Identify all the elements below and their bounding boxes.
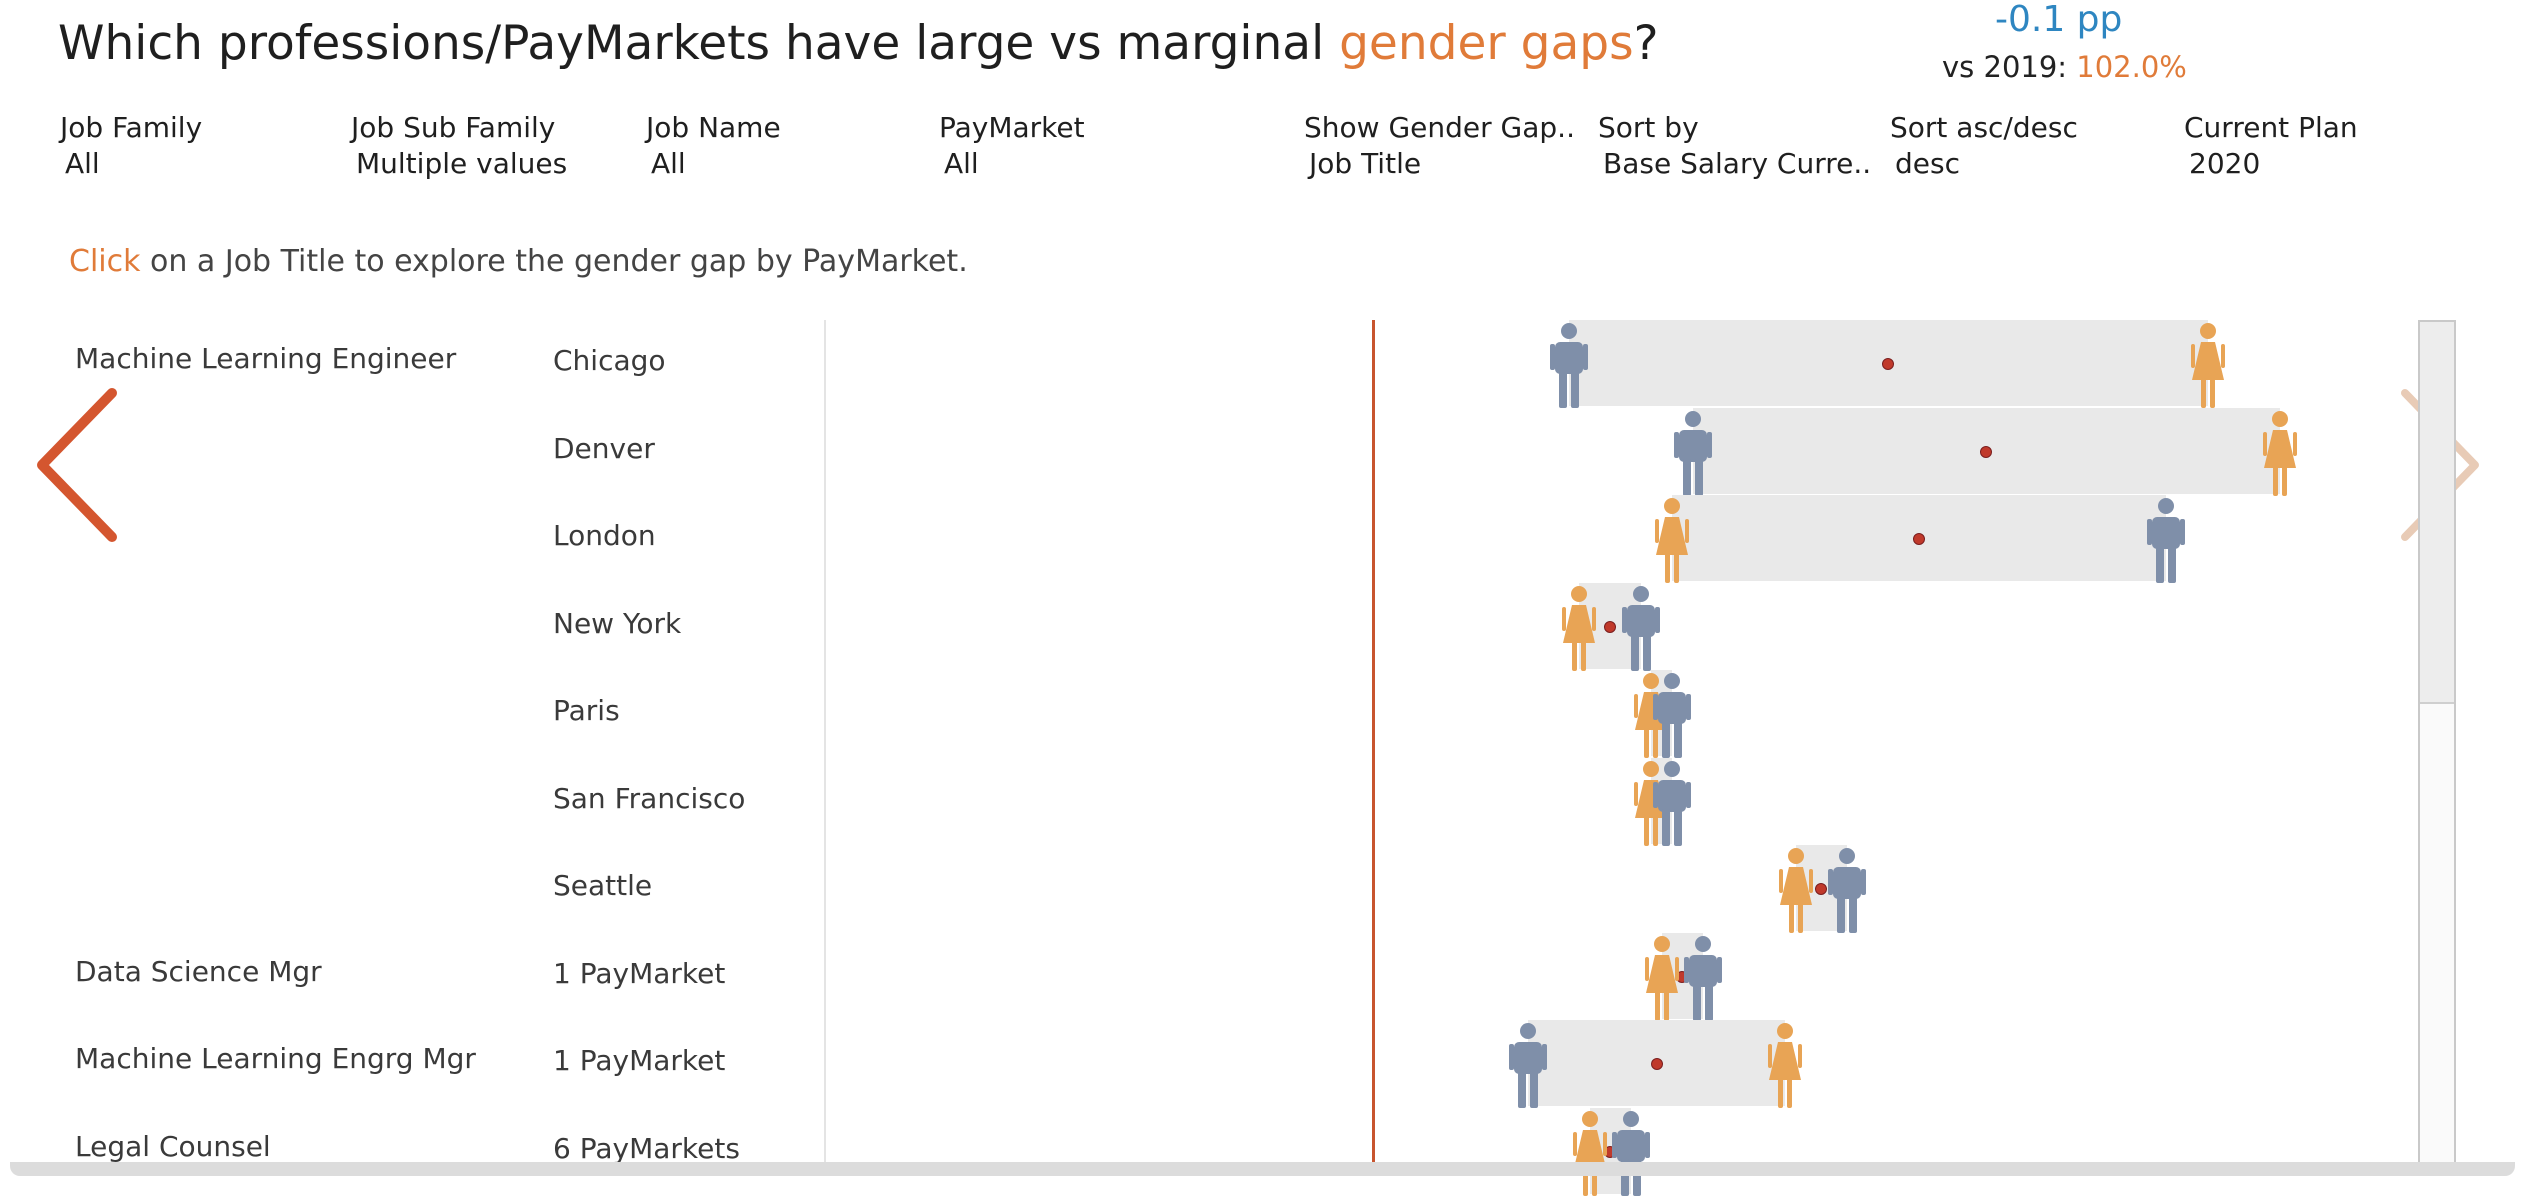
female-figure-icon[interactable]: [1559, 585, 1599, 675]
male-figure-icon[interactable]: [1621, 585, 1661, 675]
paymarket-label: London: [553, 519, 656, 552]
reference-line: [1372, 320, 1375, 1166]
filter-job-family[interactable]: Job Family All: [60, 110, 202, 182]
column-divider: [824, 320, 826, 1166]
filter-value[interactable]: All: [651, 147, 686, 180]
gap-midpoint-dot: [1815, 883, 1828, 895]
title-suffix: ?: [1633, 16, 1659, 71]
female-figure-icon[interactable]: [2188, 322, 2228, 412]
scrollbar-thumb[interactable]: [2420, 322, 2454, 704]
previous-arrow-icon[interactable]: [30, 385, 130, 549]
male-figure-icon[interactable]: [1508, 1022, 1548, 1112]
filter-sort-order[interactable]: Sort asc/desc desc: [1890, 110, 2078, 182]
instruction-click: Click: [69, 244, 141, 279]
title-accent: gender gaps: [1339, 16, 1634, 71]
male-figure-icon[interactable]: [1827, 847, 1867, 937]
gap-midpoint-dot: [1980, 445, 1993, 458]
male-figure-icon[interactable]: [1652, 672, 1692, 762]
paymarket-label: Chicago: [553, 344, 666, 377]
title-prefix: Which professions/PayMarkets have large …: [58, 16, 1340, 71]
paymarket-label: 1 PayMarket: [553, 1044, 726, 1077]
filter-value[interactable]: Multiple values: [356, 147, 568, 180]
filter-value[interactable]: 2020: [2189, 147, 2261, 180]
paymarket-label: 1 PayMarket: [553, 956, 726, 990]
female-figure-icon[interactable]: [1765, 1022, 1805, 1112]
kpi-vs-value: 102.0%: [2076, 50, 2187, 84]
male-figure-icon[interactable]: [1683, 935, 1723, 1025]
filter-job-name[interactable]: Job Name All: [646, 110, 781, 182]
female-figure-icon[interactable]: [1642, 935, 1682, 1025]
job-title-label[interactable]: Machine Learning Engrg Mgr: [75, 1042, 476, 1075]
filter-label: Job Family: [60, 111, 203, 144]
gap-midpoint-dot: [1650, 1058, 1663, 1070]
paymarket-label: Paris: [553, 694, 620, 727]
female-figure-icon[interactable]: [1776, 847, 1816, 937]
filter-paymarket[interactable]: PayMarket All: [939, 110, 1085, 182]
paymarket-label: San Francisco: [553, 781, 746, 815]
male-figure-icon[interactable]: [2146, 497, 2186, 587]
filter-label: Sort asc/desc: [1890, 111, 2078, 144]
filter-show-gender-gap[interactable]: Show Gender Gap.. Job Title: [1304, 110, 1575, 182]
filter-sort-by[interactable]: Sort by Base Salary Curre..: [1598, 110, 1871, 182]
filter-label: Job Name: [646, 111, 781, 144]
female-figure-icon[interactable]: [2260, 410, 2300, 500]
gap-midpoint-dot: [1913, 533, 1926, 545]
filter-label: Current Plan: [2184, 111, 2358, 144]
bottom-edge: [10, 1162, 2515, 1176]
filter-job-sub-family[interactable]: Job Sub Family Multiple values: [351, 110, 567, 182]
instruction-rest: on a Job Title to explore the gender gap…: [140, 244, 968, 279]
male-figure-icon[interactable]: [1549, 322, 1589, 412]
job-title-label[interactable]: Legal Counsel: [75, 1129, 271, 1163]
filter-value[interactable]: Base Salary Curre..: [1603, 147, 1872, 180]
instruction-text: Click on a Job Title to explore the gend…: [69, 244, 968, 279]
filter-value[interactable]: All: [65, 147, 100, 180]
filter-label: Sort by: [1598, 111, 1699, 144]
vertical-scrollbar[interactable]: [2418, 320, 2456, 1166]
job-title-label[interactable]: Machine Learning Engineer: [75, 342, 457, 375]
filter-label: Job Sub Family: [351, 111, 556, 144]
filter-current-plan[interactable]: Current Plan 2020: [2184, 110, 2358, 182]
filter-value[interactable]: desc: [1895, 147, 1960, 180]
page-title: Which professions/PayMarkets have large …: [58, 16, 1659, 71]
male-figure-icon[interactable]: [1652, 760, 1692, 850]
female-figure-icon[interactable]: [1570, 1110, 1610, 1200]
filter-label: Show Gender Gap..: [1304, 111, 1575, 144]
paymarket-label: New York: [553, 606, 682, 640]
male-figure-icon[interactable]: [1673, 410, 1713, 500]
gap-midpoint-dot: [1604, 620, 1617, 633]
filter-label: PayMarket: [939, 111, 1085, 144]
paymarket-label: Seattle: [553, 869, 653, 902]
kpi-gap-value: -0.1 pp: [1995, 0, 2123, 40]
kpi-vs-2019: vs 2019: 102.0%: [1942, 50, 2187, 84]
male-figure-icon[interactable]: [1611, 1110, 1651, 1200]
gap-midpoint-dot: [1882, 358, 1895, 370]
paymarket-label: Denver: [553, 431, 655, 465]
filter-value[interactable]: Job Title: [1309, 147, 1422, 180]
female-figure-icon[interactable]: [1652, 497, 1692, 587]
filter-value[interactable]: All: [944, 147, 979, 180]
job-title-label[interactable]: Data Science Mgr: [75, 954, 322, 988]
paymarket-label: 6 PayMarkets: [553, 1131, 740, 1165]
kpi-vs-label: vs 2019:: [1942, 50, 2077, 84]
